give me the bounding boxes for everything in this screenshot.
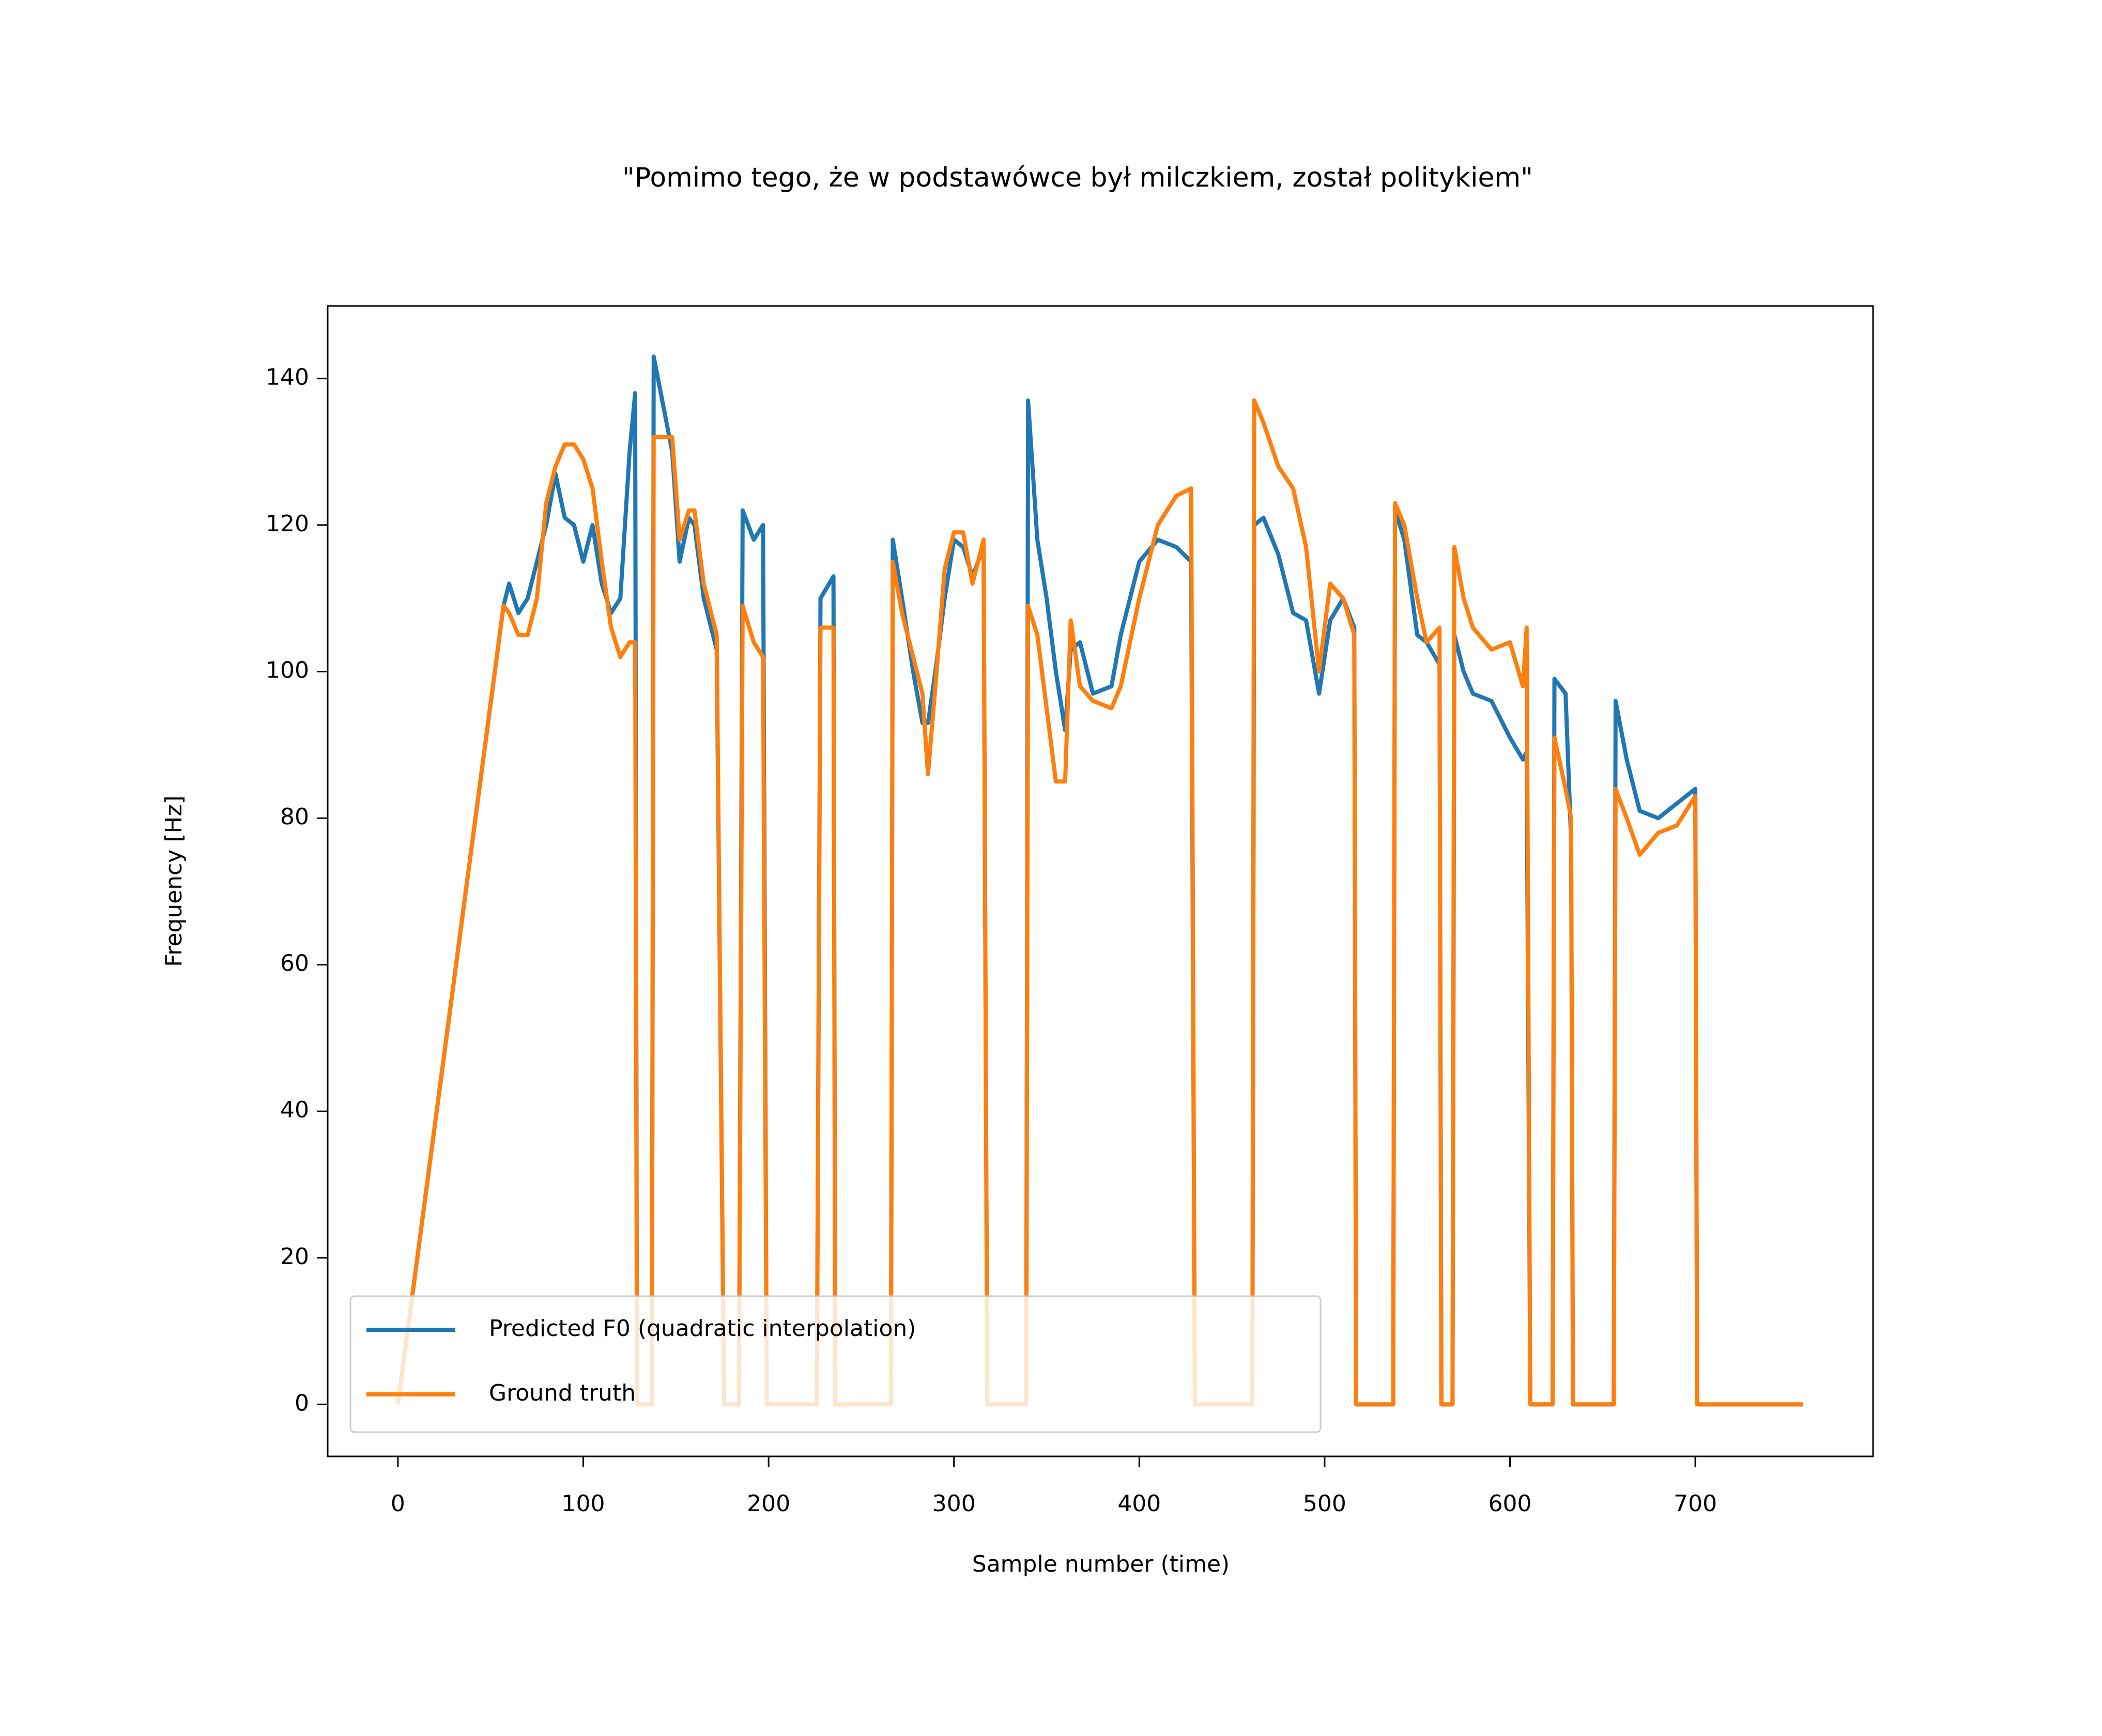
y-tick-label: 140 (266, 364, 309, 390)
y-tick-label: 120 (266, 511, 309, 537)
x-tick-label: 300 (932, 1491, 976, 1517)
data-line (395, 398, 1803, 1407)
chart-title: "Pomimo tego, że w podstawówce był milcz… (622, 162, 1533, 193)
legend-label: Ground truth (489, 1380, 636, 1406)
x-tick-label: 200 (747, 1491, 790, 1517)
x-tick-label: 700 (1674, 1491, 1717, 1517)
x-tick-label: 100 (562, 1491, 605, 1517)
legend-label: Predicted F0 (quadratic interpolation) (489, 1315, 916, 1342)
x-axis-label: Sample number (time) (972, 1551, 1230, 1577)
x-tick-label: 500 (1303, 1491, 1346, 1517)
x-tick-label: 600 (1489, 1491, 1532, 1517)
y-tick-label: 0 (295, 1390, 309, 1416)
y-tick-label: 60 (280, 950, 309, 977)
y-tick-label: 20 (280, 1243, 309, 1270)
y-axis-label: Frequency [Hz] (161, 795, 187, 967)
y-tick-label: 80 (280, 804, 309, 830)
y-tick-label: 40 (280, 1097, 309, 1123)
x-tick-label: 0 (391, 1491, 405, 1517)
x-tick-label: 400 (1117, 1491, 1161, 1517)
plot-frame (327, 305, 1874, 1457)
legend-box (349, 1295, 1322, 1433)
data-line (395, 354, 1803, 1407)
y-tick-label: 100 (266, 657, 309, 683)
